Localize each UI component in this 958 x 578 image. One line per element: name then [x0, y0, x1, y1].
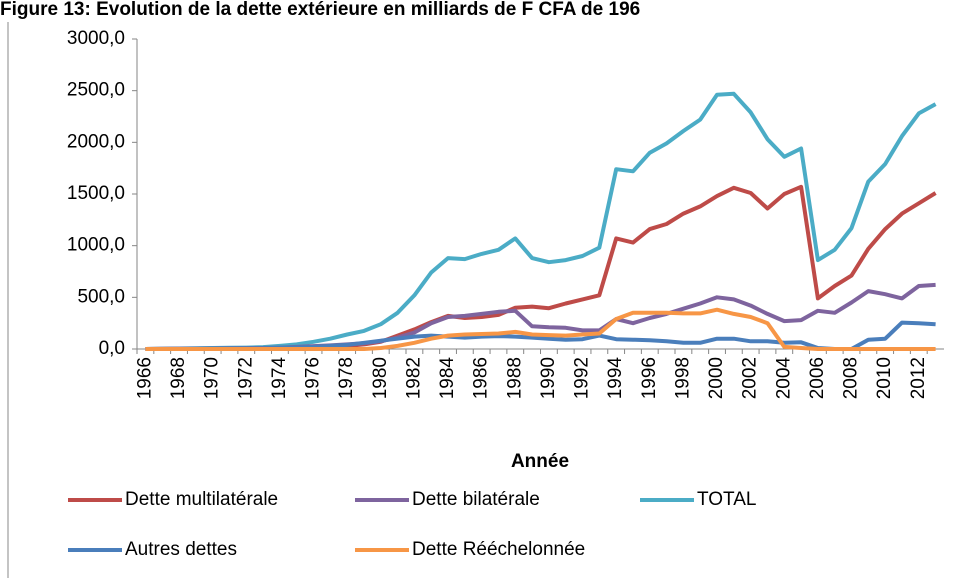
- y-tick-label: 3000,0: [67, 28, 125, 49]
- x-tick-label: 1976: [303, 357, 324, 399]
- x-tick-label: 1994: [605, 357, 626, 400]
- y-tick-label: 2500,0: [67, 80, 125, 101]
- x-tick-label: 1992: [572, 357, 593, 399]
- x-tick-label: 1984: [437, 357, 458, 400]
- x-tick-label: 2004: [773, 357, 794, 400]
- x-tick-label: 1990: [538, 357, 559, 399]
- legend-label: Dette bilatérale: [412, 489, 540, 510]
- chart-title: Figure 13: Evolution de la dette extérie…: [0, 0, 640, 20]
- x-tick-label: 1982: [403, 357, 424, 399]
- legend-label: Dette multilatérale: [125, 489, 278, 510]
- legend-label: Autres dettes: [125, 539, 237, 560]
- line-series: [145, 184, 937, 351]
- x-tick-label: 2008: [841, 357, 862, 399]
- x-tick-label: 2000: [706, 357, 727, 399]
- x-tick-label: 2002: [740, 357, 761, 399]
- x-tick-label: 1986: [471, 357, 492, 399]
- x-tick-label: 2010: [874, 357, 895, 399]
- y-tick-label: 1000,0: [67, 235, 125, 256]
- x-tick-label: 1974: [269, 357, 290, 400]
- x-axis-title: Année: [511, 451, 569, 472]
- x-tick-label: 1966: [134, 357, 155, 399]
- x-tick-label: 2012: [908, 357, 929, 399]
- x-tick-label: 1980: [370, 357, 391, 399]
- legend-label: TOTAL: [697, 489, 756, 510]
- x-tick-label: 1978: [336, 357, 357, 399]
- x-tick-label: 1988: [504, 357, 525, 399]
- x-tick-label: 2006: [807, 357, 828, 399]
- y-tick-label: 2000,0: [67, 131, 125, 152]
- x-tick-label: 1972: [235, 357, 256, 399]
- y-tick-label: 500,0: [77, 286, 125, 307]
- x-tick-label: 1998: [672, 357, 693, 399]
- y-tick-label: 1500,0: [67, 183, 125, 204]
- line-series: [145, 307, 936, 351]
- y-tick-label: 0,0: [99, 338, 125, 359]
- x-tick-label: 1968: [168, 357, 189, 399]
- x-tick-label: 1996: [639, 357, 660, 399]
- legend-label: Dette Rééchelonnée: [412, 539, 585, 560]
- x-tick-label: 1970: [202, 357, 223, 399]
